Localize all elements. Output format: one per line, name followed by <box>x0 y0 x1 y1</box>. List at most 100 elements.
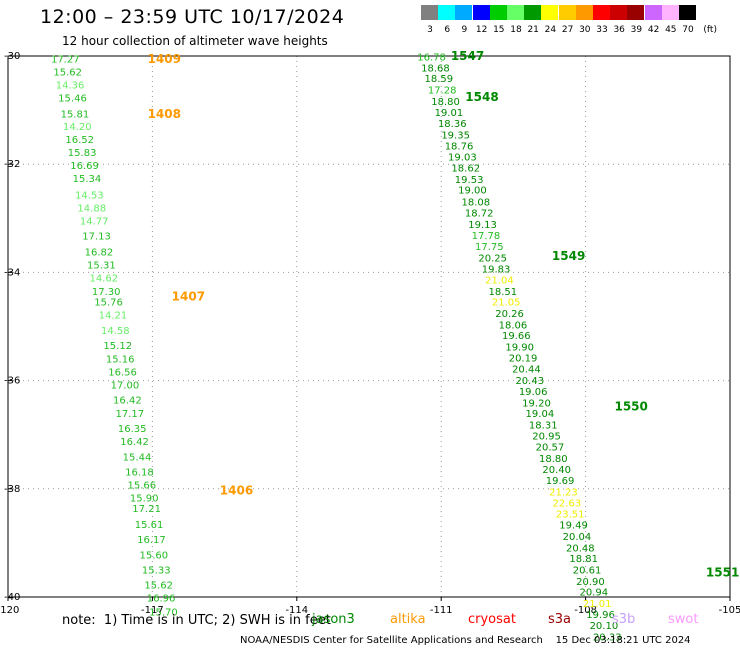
swh-data-label: 16.52 <box>65 135 94 146</box>
swh-data-label: 18.68 <box>421 63 450 74</box>
x-tick-label: -105 <box>719 605 740 616</box>
swh-data-label: 14.58 <box>101 326 130 337</box>
colorbar-swatch <box>541 5 559 20</box>
swh-data-label: 20.44 <box>512 365 541 376</box>
swh-data-label: 15.76 <box>94 298 123 309</box>
satellite-legend-item: altika <box>390 612 426 627</box>
swh-data-label: 15.90 <box>130 493 159 504</box>
pass-number-label: 1548 <box>465 90 498 104</box>
swh-data-label: 16.17 <box>137 535 166 546</box>
colorbar-label: 36 <box>613 25 625 35</box>
x-tick-label: -108 <box>574 605 597 616</box>
colorbar-swatch <box>627 5 645 20</box>
colorbar-label: 30 <box>579 25 591 35</box>
swh-data-label: 21.04 <box>485 275 514 286</box>
swh-data-label: 16.35 <box>118 424 147 435</box>
swh-data-label: 18.62 <box>451 163 480 174</box>
colorbar-label: 39 <box>630 25 643 35</box>
swh-data-label: 20.90 <box>576 577 605 588</box>
swh-data-label: 19.53 <box>455 175 484 186</box>
swh-data-label: 19.49 <box>559 521 588 532</box>
swh-data-label: 14.20 <box>63 122 92 133</box>
swh-data-label: 19.01 <box>435 108 464 119</box>
swh-data-label: 15.62 <box>53 68 82 79</box>
swh-data-label: 17.27 <box>51 55 80 66</box>
satellite-legend-item: cryosat <box>468 612 516 627</box>
swh-data-label: 19.96 <box>586 610 615 621</box>
swh-data-label: 16.42 <box>120 437 149 448</box>
swh-data-label: 16.56 <box>108 367 137 378</box>
swh-data-label: 23.51 <box>556 510 585 521</box>
colorbar-label: 12 <box>475 25 488 35</box>
swh-data-label: 17.78 <box>472 231 501 242</box>
x-tick-label: -114 <box>285 605 308 616</box>
swh-data-label: 14.21 <box>99 311 128 322</box>
colorbar-swatch <box>489 5 507 20</box>
swh-data-label: 19.90 <box>505 343 534 354</box>
pass-number-label: 1547 <box>451 49 484 63</box>
swh-data-label: 16.42 <box>113 396 142 407</box>
colorbar-label: 18 <box>510 25 522 35</box>
colorbar-label: 21 <box>527 25 539 35</box>
chart-title: 12:00 – 23:59 UTC 10/17/2024 <box>40 6 345 28</box>
swh-data-label: 15.83 <box>68 148 97 159</box>
swh-data-label: 17.28 <box>428 86 457 97</box>
swh-data-label: 15.66 <box>127 481 156 492</box>
colorbar-swatch <box>524 5 542 20</box>
pass-number-label: 1551 <box>706 566 739 580</box>
colorbar-swatch <box>558 5 576 20</box>
colorbar-swatch <box>455 5 473 20</box>
swh-data-label: 20.40 <box>542 465 571 476</box>
swh-data-label: 14.77 <box>80 217 109 228</box>
swh-data-label: 20.57 <box>536 443 565 454</box>
swh-data-label: 20.48 <box>566 543 595 554</box>
swh-data-label: 19.13 <box>468 220 497 231</box>
swh-data-label: 20.43 <box>515 376 544 387</box>
colorbar-label: 33 <box>596 25 608 35</box>
swh-data-label: 18.31 <box>529 420 558 431</box>
swh-data-label: 19.66 <box>502 331 531 342</box>
swh-data-label: 22.63 <box>553 498 582 509</box>
swh-data-label: 15.60 <box>140 550 169 561</box>
colorbar-swatch <box>575 5 593 20</box>
y-tick-label: -40 <box>4 592 20 603</box>
swh-data-label: 19.00 <box>458 186 487 197</box>
swh-data-label: 20.95 <box>532 431 561 442</box>
swh-data-label: 19.06 <box>519 387 548 398</box>
swh-data-label: 16.18 <box>125 468 154 479</box>
swh-data-label: 20.26 <box>495 309 524 320</box>
swh-data-label: 18.72 <box>465 208 494 219</box>
y-tick-label: -30 <box>4 51 20 62</box>
pass-number-label: 1550 <box>614 400 647 414</box>
colorbar-label: 24 <box>544 25 557 35</box>
swh-data-label: 17.17 <box>115 409 144 420</box>
swh-data-label: 21.05 <box>492 298 521 309</box>
pass-number-label: 1408 <box>148 107 181 121</box>
swh-data-label: 20.61 <box>573 565 602 576</box>
satellite-legend-item: s3b <box>612 612 636 627</box>
swh-data-label: 17.75 <box>475 242 504 253</box>
pass-number-label: 1407 <box>172 290 205 304</box>
swh-data-label: 18.81 <box>569 554 598 565</box>
swh-data-label: 20.19 <box>509 353 538 364</box>
pass-number-label: 1406 <box>220 483 253 497</box>
swh-data-label: 14.62 <box>89 273 118 284</box>
swh-data-label: 18.51 <box>488 287 517 298</box>
colorbar-swatch <box>661 5 679 20</box>
swh-data-label: 19.03 <box>448 153 477 164</box>
satellite-legend-item: swot <box>668 612 699 627</box>
swh-data-label: 15.81 <box>61 109 90 120</box>
swh-data-label: 18.80 <box>431 97 460 108</box>
swh-data-label: 18.06 <box>499 320 528 331</box>
swh-data-label: 15.62 <box>144 581 173 592</box>
colorbar-label: 9 <box>461 25 468 35</box>
swh-data-label: 18.59 <box>424 74 453 85</box>
swh-data-label: 15.70 <box>149 608 178 619</box>
colorbar-label: 6 <box>444 25 451 35</box>
satellite-legend-item: jason3 <box>312 612 355 627</box>
swh-data-label: 16.82 <box>85 247 114 258</box>
swh-data-label: 18.76 <box>445 141 474 152</box>
swh-data-label: 16.69 <box>70 161 99 172</box>
colorbar-label: 15 <box>493 25 505 35</box>
